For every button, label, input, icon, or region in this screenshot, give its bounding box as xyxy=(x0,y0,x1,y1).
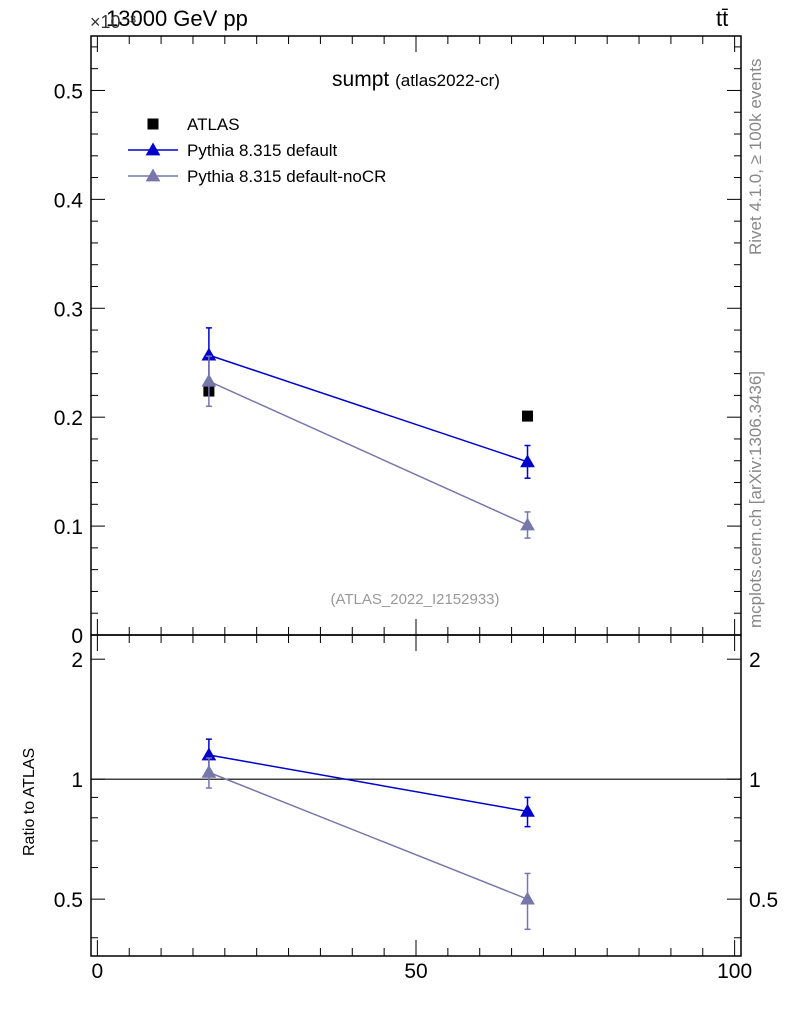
ratio-y-tick-label: 0.5 xyxy=(54,889,83,912)
collision-energy-label: 13000 GeV pp xyxy=(106,6,248,31)
y-tick-label: 0.2 xyxy=(54,407,83,430)
ratio-y-tick-label-right: 1 xyxy=(749,769,761,792)
main-plot-frame: 0 0.1 0.2 0.3 0.4 0.5 sumpt (atlas2022-cr) (ATL… xyxy=(54,35,742,648)
data-marks xyxy=(201,327,535,931)
data-point-atlas xyxy=(522,410,534,422)
ratio-line-pythia-8-315-default xyxy=(208,754,528,813)
legend-marker-data xyxy=(147,118,159,130)
legend-marker-mc xyxy=(145,142,161,156)
ratio-axis-label: Ratio to ATLAS xyxy=(21,747,38,856)
chart-title: sumpt (atlas2022-cr) xyxy=(332,68,500,91)
ratio-y-tick-label: 2 xyxy=(71,649,83,672)
mcplots-reference-text: mcplots.cern.ch [arXiv:1306.3436] xyxy=(746,370,765,628)
ratio-point-pythia-8-315-default xyxy=(520,803,535,817)
y-tick-label: 0.4 xyxy=(54,189,84,212)
ratio-point-pythia-8-315-default-nocr xyxy=(520,891,535,905)
multiplier-label: ×10⁻³ xyxy=(90,12,137,32)
legend-marker-mc xyxy=(145,168,161,182)
y-tick-label: 0.1 xyxy=(54,516,83,539)
data-point-pythia-8-315-default-nocr xyxy=(201,373,217,387)
ratio-line-pythia-8-315-default-nocr xyxy=(208,771,528,900)
process-label: tt̄ xyxy=(716,6,729,31)
ratio-y-tick-label-right: 2 xyxy=(749,649,761,672)
rivet-version-text: Rivet 4.1.0, ≥ 100k events xyxy=(746,58,765,255)
ratio-plot-frame: 0 50 100 0.5 0.5 1 1 2 2 xyxy=(54,634,778,983)
series-line-pythia-8-315-default xyxy=(208,354,528,463)
y-tick-label: 0 xyxy=(71,625,83,648)
analysis-watermark: (ATLAS_2022_I2152933) xyxy=(330,591,499,608)
x-tick-label: 0 xyxy=(92,960,104,983)
y-tick-label: 0.3 xyxy=(54,298,83,321)
chart-subtitle: (atlas2022-cr) xyxy=(395,71,500,90)
legend-label: Pythia 8.315 default-noCR xyxy=(187,167,386,186)
ratio-point-pythia-8-315-default-nocr xyxy=(201,764,217,778)
legend-label: ATLAS xyxy=(187,115,240,134)
chart-title-main: sumpt xyxy=(332,68,395,91)
ratio-panel-border xyxy=(90,634,742,957)
y-tick-label: 0.5 xyxy=(54,80,83,103)
data-point-pythia-8-315-default-nocr xyxy=(520,517,535,531)
ratio-y-tick-label-right: 0.5 xyxy=(749,889,778,912)
ratio-y-tick-label: 1 xyxy=(71,769,83,792)
legend-label: Pythia 8.315 default xyxy=(187,141,338,160)
legend: ATLAS Pythia 8.315 default Pythia 8.315 de… xyxy=(128,115,386,186)
x-tick-label: 100 xyxy=(717,960,752,983)
series-line-pythia-8-315-default-nocr xyxy=(208,380,528,526)
data-point-pythia-8-315-default xyxy=(520,454,535,468)
x-tick-label: 50 xyxy=(404,960,427,983)
